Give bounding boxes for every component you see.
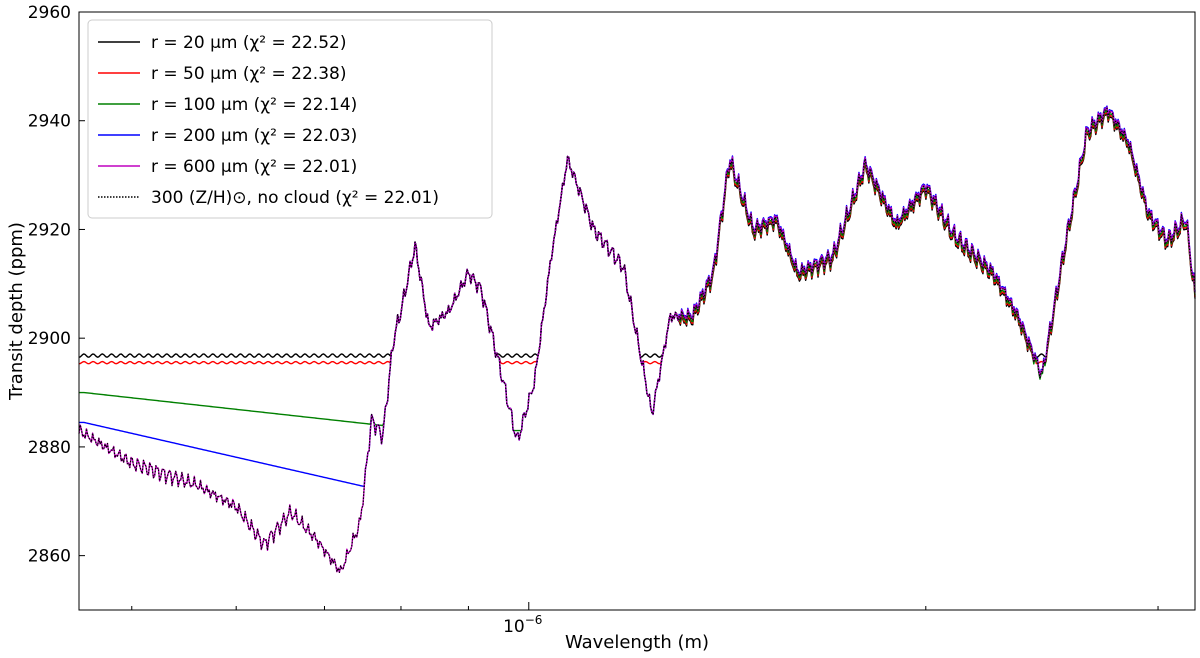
x-axis-label: Wavelength (m) — [565, 632, 709, 653]
x-tick-label-base: 10 — [503, 617, 525, 637]
x-tick-label-1e-6: 10−6 — [503, 613, 542, 637]
plot-frame — [78, 11, 1196, 611]
legend-entries: r = 20 μm (χ² = 22.52) r = 50 μm (χ² = 22… — [98, 33, 439, 208]
y-axis-ticks: 2860 2880 2900 2920 2940 2960 — [28, 3, 85, 567]
y-tick-label-2860: 2860 — [28, 547, 71, 567]
y-tick-label-2920: 2920 — [28, 220, 71, 240]
x-tick-label-exponent: −6 — [525, 613, 543, 627]
series-nocloud-line — [78, 107, 1196, 573]
y-tick-label-2900: 2900 — [28, 329, 71, 349]
legend-label-r50: r = 50 μm (χ² = 22.38) — [151, 64, 346, 84]
legend-label-nocloud: 300 (Z/H)⊙, no cloud (χ² = 22.01) — [151, 188, 439, 208]
legend-label-r200: r = 200 μm (χ² = 22.03) — [151, 126, 357, 146]
legend-box — [87, 19, 493, 219]
legend-label-r600: r = 600 μm (χ² = 22.01) — [151, 157, 357, 177]
y-tick-label-2880: 2880 — [28, 438, 71, 458]
legend-label-r100: r = 100 μm (χ² = 22.14) — [151, 95, 357, 115]
x-axis-ticks: 10−6 — [131, 602, 1159, 637]
y-axis-label: Transit depth (ppm) — [6, 222, 27, 401]
legend-label-r20: r = 20 μm (χ² = 22.52) — [151, 33, 346, 53]
series-layer — [78, 105, 1196, 574]
y-tick-label-2960: 2960 — [28, 3, 71, 23]
legend: r = 20 μm (χ² = 22.52) r = 50 μm (χ² = 22… — [87, 19, 493, 219]
y-tick-label-2940: 2940 — [28, 112, 71, 132]
